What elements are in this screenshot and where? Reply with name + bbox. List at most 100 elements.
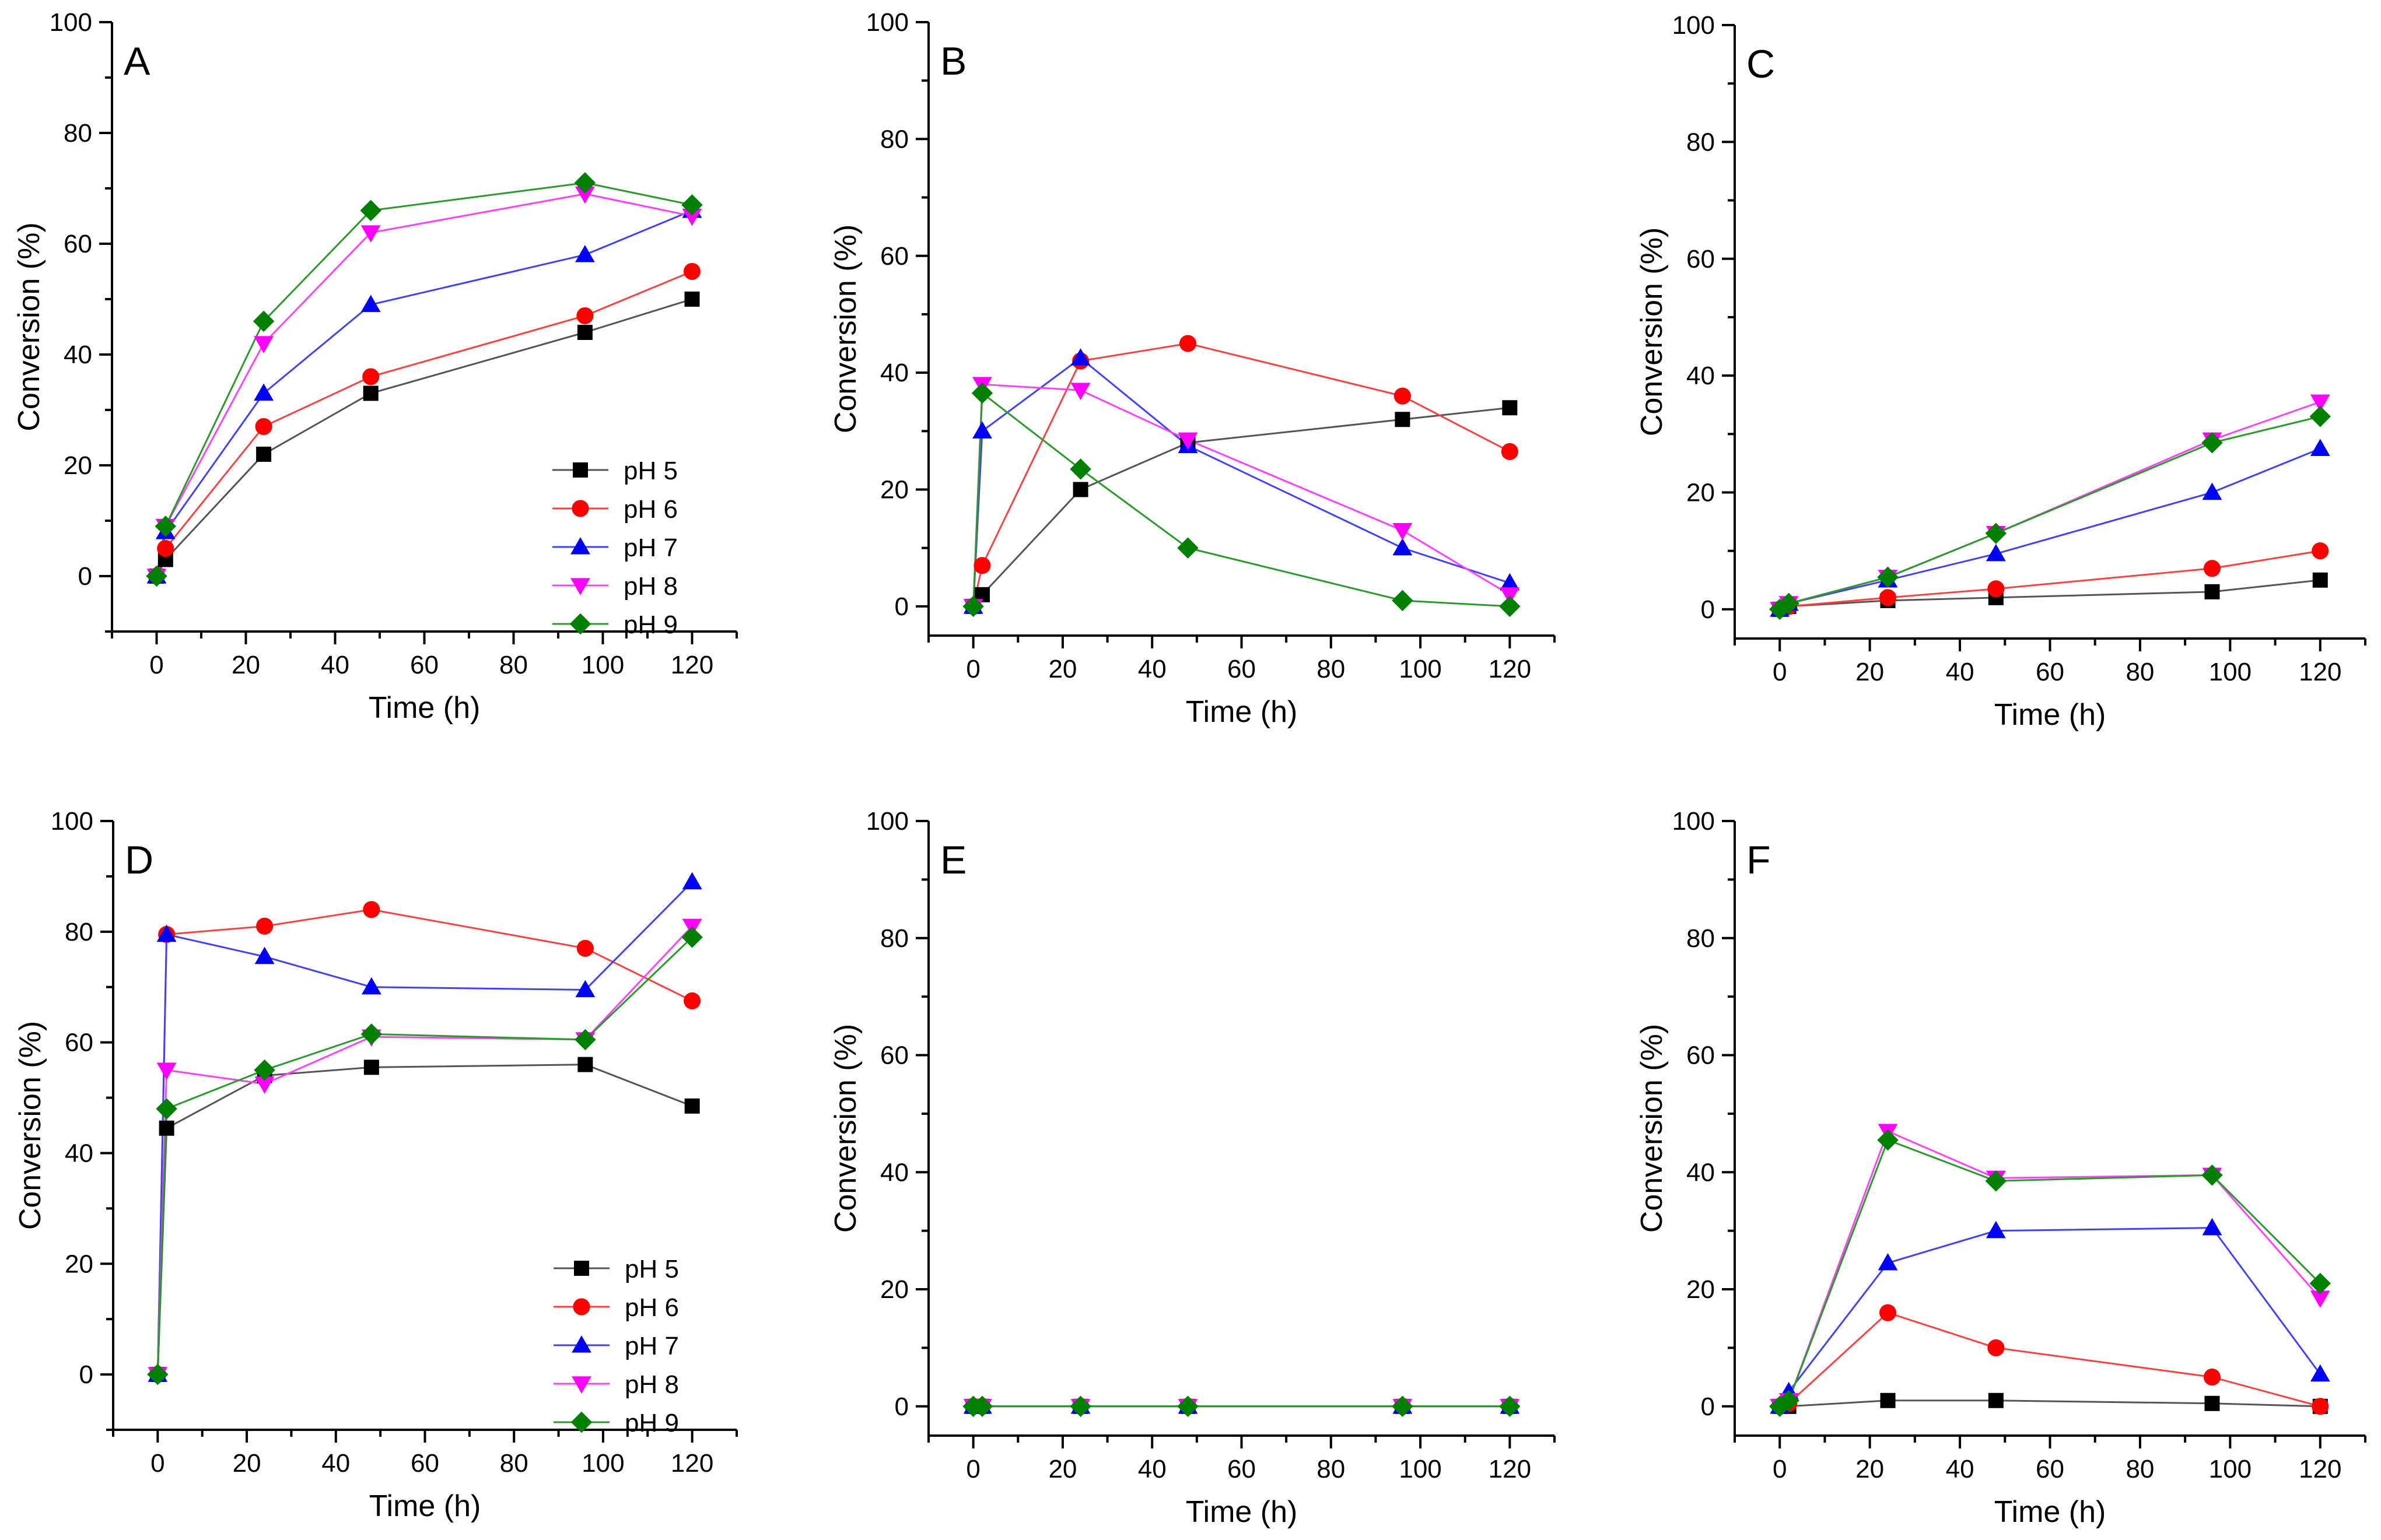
- series-line-d-ph5: [156, 1064, 693, 1375]
- series-line-a-ph5: [156, 298, 692, 577]
- data-point-c-ph5: [2204, 584, 2220, 599]
- data-point-a-ph9: [574, 172, 596, 194]
- data-point-a-ph8: [254, 336, 274, 353]
- x-axis-title: Time (h): [1186, 1495, 1298, 1529]
- data-point-d-ph9: [681, 927, 703, 948]
- legend-marker: [570, 537, 590, 555]
- data-point-e-ph9: [971, 1395, 993, 1418]
- series-line-b-ph6: [972, 342, 1511, 607]
- series-line-d-ph6: [156, 908, 693, 1375]
- x-tick-label: 100: [1399, 1455, 1441, 1483]
- y-tick-label: 100: [51, 807, 93, 836]
- data-point-d-ph9: [147, 1363, 169, 1385]
- data-point-b-ph7: [1070, 348, 1091, 366]
- series-line-d-ph7: [156, 881, 693, 1375]
- data-point-c-ph9: [1877, 566, 1899, 588]
- y-tick-label: 100: [1672, 11, 1715, 40]
- data-point-f-ph9: [2201, 1164, 2223, 1186]
- data-point-b-ph9: [1177, 537, 1199, 559]
- data-point-c-ph9: [2309, 406, 2331, 427]
- x-tick-label: 40: [321, 1449, 350, 1478]
- y-tick-label: 60: [1686, 1041, 1715, 1070]
- series-line-d-ph8: [156, 925, 693, 1375]
- y-tick-label: 0: [79, 1360, 93, 1389]
- y-tick-label: 80: [880, 125, 909, 153]
- panel-label: F: [1746, 838, 1771, 882]
- x-tick-label: 0: [966, 1455, 980, 1483]
- data-point-f-ph9: [1985, 1170, 2007, 1192]
- data-point-a-ph7: [360, 294, 381, 313]
- x-axis-title: Time (h): [1186, 695, 1298, 729]
- data-point-c-ph6: [2203, 560, 2221, 577]
- y-tick-label: 60: [1686, 245, 1715, 273]
- y-tick-label: 80: [64, 119, 92, 148]
- data-point-f-ph5: [2204, 1395, 2220, 1411]
- series-line-f-ph8: [1779, 1130, 2321, 1408]
- data-point-f-ph8: [2310, 1290, 2330, 1309]
- data-point-a-ph9: [253, 310, 275, 332]
- x-tick-label: 80: [1316, 655, 1345, 683]
- y-tick-label: 80: [1686, 128, 1715, 156]
- legend-marker: [574, 1261, 589, 1276]
- y-tick-label: 0: [1701, 595, 1715, 624]
- data-point-c-ph9: [1985, 522, 2007, 544]
- y-tick-label: 40: [64, 341, 92, 369]
- x-tick-label: 80: [2126, 1455, 2154, 1483]
- legend-label: pH 6: [624, 495, 678, 524]
- data-point-a-ph8: [575, 186, 595, 204]
- data-point-a-ph9: [360, 199, 381, 222]
- data-point-b-ph9: [1392, 590, 1413, 612]
- data-point-d-ph5: [159, 1120, 174, 1136]
- data-point-c-ph9: [2201, 432, 2223, 454]
- series-line-f-ph9: [1779, 1139, 2321, 1408]
- y-tick-label: 20: [65, 1250, 93, 1278]
- data-point-b-ph6: [1393, 387, 1411, 405]
- y-tick-label: 40: [1686, 362, 1715, 390]
- x-tick-label: 80: [2126, 658, 2154, 686]
- data-point-c-ph7: [2310, 439, 2330, 457]
- data-point-a-ph5: [684, 292, 700, 307]
- panel-label: D: [125, 838, 153, 882]
- y-tick-label: 60: [880, 1041, 909, 1070]
- x-tick-label: 60: [410, 651, 439, 679]
- x-tick-label: 120: [671, 1449, 713, 1478]
- y-tick-label: 80: [880, 924, 909, 953]
- x-tick-label: 120: [671, 651, 713, 679]
- y-tick-label: 0: [895, 592, 909, 621]
- y-tick-label: 20: [1686, 1275, 1715, 1304]
- x-tick-label: 40: [1138, 655, 1167, 683]
- y-tick-label: 40: [880, 1158, 909, 1187]
- data-point-d-ph7: [682, 872, 702, 890]
- data-point-e-ph9: [1499, 1395, 1521, 1418]
- data-point-c-ph6: [1987, 580, 2005, 598]
- chart-panel-c: 0 20 40 60 80 100 120 0 20 40 60 80 100 Time (h) Conve…: [1635, 11, 2366, 732]
- legend-label: pH 6: [625, 1293, 679, 1322]
- series-line-d-ph9: [156, 936, 693, 1375]
- chart-panel-a: 0 20 40 60 80 100 120 0 20 40 60 80 100 Time (h) Conve…: [12, 8, 738, 725]
- data-point-d-ph9: [156, 1098, 177, 1120]
- data-point-d-ph7: [254, 946, 275, 964]
- x-tick-label: 120: [1489, 1455, 1531, 1483]
- legend-label: pH 9: [625, 1409, 679, 1437]
- series-line-f-ph6: [1779, 1311, 2321, 1408]
- data-point-d-ph7: [156, 924, 177, 942]
- data-point-a-ph7: [575, 245, 595, 262]
- data-point-a-ph5: [256, 447, 272, 462]
- x-tick-label: 40: [321, 651, 349, 679]
- series-line-c-ph9: [1779, 415, 2321, 611]
- legend-marker: [572, 500, 589, 517]
- data-point-f-ph6: [2312, 1398, 2329, 1415]
- y-tick-label: 0: [895, 1392, 909, 1421]
- y-tick-label: 60: [880, 242, 909, 271]
- data-point-d-ph5: [577, 1057, 593, 1072]
- data-point-f-ph9: [1778, 1390, 1799, 1411]
- x-tick-label: 0: [150, 1449, 164, 1478]
- series-line-b-ph5: [972, 406, 1510, 607]
- y-tick-label: 20: [880, 476, 909, 504]
- data-point-c-ph9: [1778, 592, 1799, 615]
- data-point-c-ph6: [1879, 589, 1897, 606]
- data-point-f-ph9: [1769, 1395, 1791, 1418]
- x-tick-label: 120: [2299, 658, 2341, 686]
- x-tick-label: 0: [966, 655, 980, 683]
